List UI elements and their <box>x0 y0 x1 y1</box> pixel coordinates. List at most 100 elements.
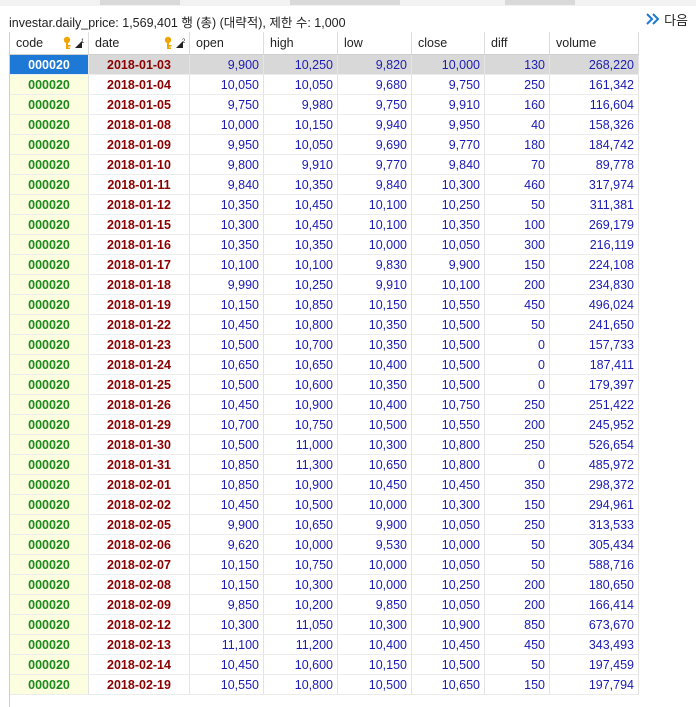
cell-date[interactable]: 2018-01-11 <box>89 175 190 195</box>
cell-low[interactable]: 10,300 <box>338 435 412 455</box>
cell-low[interactable]: 10,400 <box>338 395 412 415</box>
cell-open[interactable]: 10,450 <box>190 395 264 415</box>
cell-diff[interactable]: 450 <box>485 295 550 315</box>
cell-close[interactable]: 9,770 <box>412 135 485 155</box>
cell-high[interactable]: 10,450 <box>264 195 338 215</box>
cell-date[interactable]: 2018-02-09 <box>89 595 190 615</box>
cell-open[interactable]: 11,100 <box>190 635 264 655</box>
cell-volume[interactable]: 157,733 <box>550 335 639 355</box>
cell-open[interactable]: 10,000 <box>190 115 264 135</box>
cell-code[interactable]: 000020 <box>10 455 89 475</box>
cell-date[interactable]: 2018-01-29 <box>89 415 190 435</box>
cell-low[interactable]: 10,350 <box>338 315 412 335</box>
column-header-high[interactable]: high <box>264 32 338 54</box>
cell-volume[interactable]: 216,119 <box>550 235 639 255</box>
cell-close[interactable]: 10,500 <box>412 335 485 355</box>
cell-code[interactable]: 000020 <box>10 355 89 375</box>
cell-diff[interactable]: 50 <box>485 195 550 215</box>
cell-low[interactable]: 10,350 <box>338 375 412 395</box>
table-row[interactable]: 000020 2018-01-15 10,300 10,450 10,100 10,350… <box>10 215 639 235</box>
cell-date[interactable]: 2018-01-05 <box>89 95 190 115</box>
cell-diff[interactable]: 180 <box>485 135 550 155</box>
cell-date[interactable]: 2018-02-14 <box>89 655 190 675</box>
cell-diff[interactable]: 160 <box>485 95 550 115</box>
primary-key-sort-icon[interactable]: 1 <box>61 36 85 50</box>
cell-volume[interactable]: 311,381 <box>550 195 639 215</box>
cell-close[interactable]: 10,900 <box>412 615 485 635</box>
cell-diff[interactable]: 250 <box>485 75 550 95</box>
cell-low[interactable]: 10,000 <box>338 575 412 595</box>
cell-high[interactable]: 10,650 <box>264 515 338 535</box>
cell-close[interactable]: 10,100 <box>412 275 485 295</box>
column-header-open[interactable]: open <box>190 32 264 54</box>
cell-close[interactable]: 10,300 <box>412 495 485 515</box>
cell-date[interactable]: 2018-02-13 <box>89 635 190 655</box>
table-row[interactable]: 000020 2018-02-02 10,450 10,500 10,000 10,300… <box>10 495 639 515</box>
cell-date[interactable]: 2018-01-19 <box>89 295 190 315</box>
cell-diff[interactable]: 200 <box>485 415 550 435</box>
table-row[interactable]: 000020 2018-01-18 9,990 10,250 9,910 10,100 20… <box>10 275 639 295</box>
cell-high[interactable]: 10,450 <box>264 215 338 235</box>
cell-close[interactable]: 10,300 <box>412 175 485 195</box>
cell-close[interactable]: 10,800 <box>412 435 485 455</box>
cell-code[interactable]: 000020 <box>10 295 89 315</box>
column-header-volume[interactable]: volume <box>550 32 639 54</box>
cell-high[interactable]: 10,600 <box>264 655 338 675</box>
cell-date[interactable]: 2018-01-25 <box>89 375 190 395</box>
table-row[interactable]: 000020 2018-01-11 9,840 10,350 9,840 10,300 46… <box>10 175 639 195</box>
cell-volume[interactable]: 317,974 <box>550 175 639 195</box>
cell-diff[interactable]: 250 <box>485 515 550 535</box>
cell-date[interactable]: 2018-01-09 <box>89 135 190 155</box>
cell-open[interactable]: 10,850 <box>190 475 264 495</box>
cell-volume[interactable]: 268,220 <box>550 55 639 75</box>
cell-low[interactable]: 9,830 <box>338 255 412 275</box>
cell-volume[interactable]: 241,650 <box>550 315 639 335</box>
cell-diff[interactable]: 50 <box>485 655 550 675</box>
data-grid[interactable]: code 1 date 2 open high low c <box>9 32 696 707</box>
cell-date[interactable]: 2018-01-31 <box>89 455 190 475</box>
cell-low[interactable]: 9,770 <box>338 155 412 175</box>
cell-open[interactable]: 10,450 <box>190 495 264 515</box>
cell-code[interactable]: 000020 <box>10 315 89 335</box>
cell-close[interactable]: 9,750 <box>412 75 485 95</box>
table-row[interactable]: 000020 2018-01-09 9,950 10,050 9,690 9,770 180… <box>10 135 639 155</box>
cell-open[interactable]: 10,150 <box>190 575 264 595</box>
cell-low[interactable]: 9,750 <box>338 95 412 115</box>
cell-volume[interactable]: 166,414 <box>550 595 639 615</box>
cell-date[interactable]: 2018-01-12 <box>89 195 190 215</box>
cell-code[interactable]: 000020 <box>10 155 89 175</box>
cell-date[interactable]: 2018-02-12 <box>89 615 190 635</box>
cell-diff[interactable]: 460 <box>485 175 550 195</box>
table-row[interactable]: 000020 2018-02-07 10,150 10,750 10,000 10,050… <box>10 555 639 575</box>
cell-code[interactable]: 000020 <box>10 435 89 455</box>
cell-code[interactable]: 000020 <box>10 195 89 215</box>
cell-high[interactable]: 10,850 <box>264 295 338 315</box>
table-row[interactable]: 000020 2018-01-10 9,800 9,910 9,770 9,840 70 89… <box>10 155 639 175</box>
cell-code[interactable]: 000020 <box>10 635 89 655</box>
cell-code[interactable]: 000020 <box>10 335 89 355</box>
table-row[interactable]: 000020 2018-01-19 10,150 10,850 10,150 10,550… <box>10 295 639 315</box>
cell-open[interactable]: 10,450 <box>190 655 264 675</box>
cell-low[interactable]: 10,100 <box>338 195 412 215</box>
cell-low[interactable]: 10,400 <box>338 635 412 655</box>
cell-low[interactable]: 10,650 <box>338 455 412 475</box>
cell-open[interactable]: 9,620 <box>190 535 264 555</box>
table-row[interactable]: 000020 2018-02-13 11,100 11,200 10,400 10,450… <box>10 635 639 655</box>
cell-low[interactable]: 10,000 <box>338 555 412 575</box>
cell-open[interactable]: 10,550 <box>190 675 264 695</box>
cell-code[interactable]: 000020 <box>10 615 89 635</box>
cell-volume[interactable]: 116,604 <box>550 95 639 115</box>
cell-date[interactable]: 2018-01-08 <box>89 115 190 135</box>
cell-high[interactable]: 9,910 <box>264 155 338 175</box>
cell-open[interactable]: 10,300 <box>190 615 264 635</box>
tab[interactable] <box>100 0 180 5</box>
table-row[interactable]: 000020 2018-02-08 10,150 10,300 10,000 10,250… <box>10 575 639 595</box>
cell-high[interactable]: 10,050 <box>264 75 338 95</box>
cell-high[interactable]: 10,650 <box>264 355 338 375</box>
cell-low[interactable]: 10,300 <box>338 615 412 635</box>
column-header-close[interactable]: close <box>412 32 485 54</box>
cell-close[interactable]: 10,450 <box>412 635 485 655</box>
cell-volume[interactable]: 89,778 <box>550 155 639 175</box>
cell-high[interactable]: 10,800 <box>264 675 338 695</box>
table-row[interactable]: 000020 2018-02-06 9,620 10,000 9,530 10,000 50… <box>10 535 639 555</box>
